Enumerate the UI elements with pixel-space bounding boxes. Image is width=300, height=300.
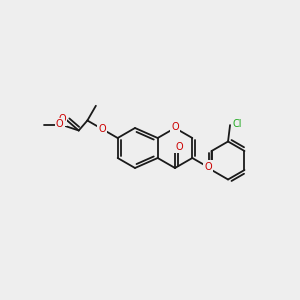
- Text: O: O: [56, 119, 64, 129]
- Text: O: O: [58, 114, 66, 124]
- Text: O: O: [98, 124, 106, 134]
- Text: O: O: [204, 161, 212, 172]
- Text: O: O: [175, 142, 183, 152]
- Text: O: O: [171, 122, 179, 133]
- Text: Cl: Cl: [232, 119, 242, 129]
